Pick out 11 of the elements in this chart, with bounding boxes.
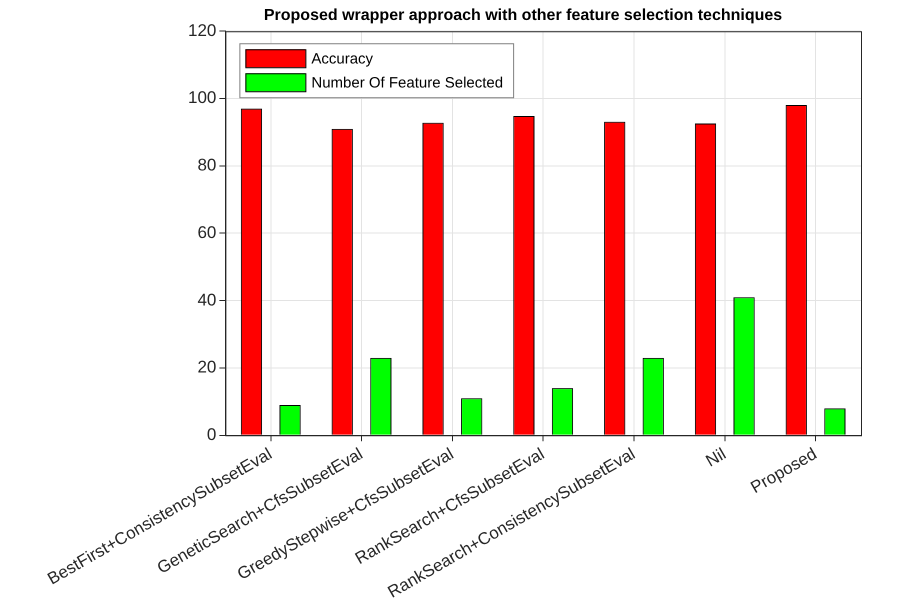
chart-title: Proposed wrapper approach with other feature selection techniques [264,7,782,24]
y-tick-label: 80 [197,156,216,175]
y-tick-label: 40 [197,290,216,310]
y-tick-label: 100 [188,88,216,108]
y-tick-label: 0 [206,424,216,444]
y-tick-label: 20 [197,358,216,377]
y-tick-label: 60 [197,222,216,242]
legend-label: Number Of Feature Selected [311,74,504,92]
y-tick-label: 120 [188,20,216,40]
legend-label: Accuracy [311,50,374,68]
x-tick-label: Nil [702,444,730,471]
